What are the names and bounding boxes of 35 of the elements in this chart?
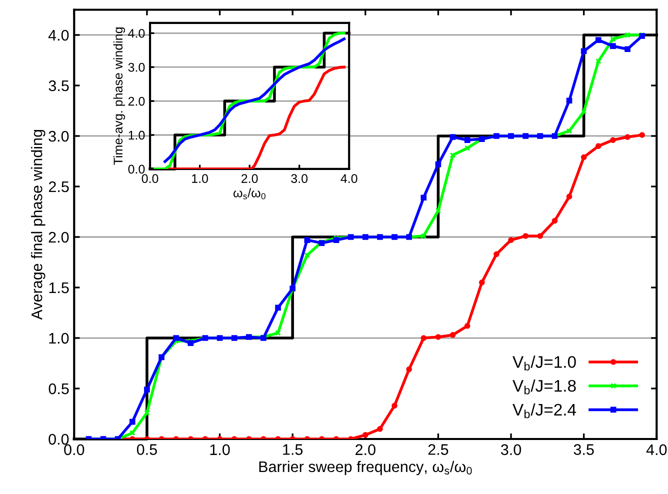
x-tick-label: 3.5 <box>574 444 594 455</box>
y-axis-title: Average final phase winding <box>31 130 46 320</box>
y-axis-title: Time-avg. phase winding <box>113 28 126 165</box>
y-tick-label: 2.5 <box>48 181 69 192</box>
legend-label: V$_{b}$/J=1.8 <box>512 380 576 394</box>
y-tick-label: 3.0 <box>48 130 69 142</box>
y-tick-label: 3.0 <box>128 62 145 72</box>
y-tick-label: 0.0 <box>48 434 69 445</box>
x-tick-label: 2.0 <box>242 174 258 183</box>
y-tick-label: 0.5 <box>48 383 69 394</box>
x-tick-label: 0.0 <box>142 174 158 183</box>
y-tick-label: 1.0 <box>49 332 69 344</box>
y-tick-label: 0.0 <box>128 164 145 174</box>
legend-label: V$_{b}$/J=2.4 <box>512 403 576 418</box>
y-tick-label: 3.5 <box>48 80 69 92</box>
y-tick-label: 1.5 <box>49 282 69 294</box>
x-tick-label: 2.5 <box>428 444 448 455</box>
x-tick-label: 1.5 <box>283 444 303 455</box>
y-tick-label: 1.0 <box>128 130 145 140</box>
y-tick-label: 4.0 <box>48 30 69 41</box>
x-tick-label: 3.0 <box>291 174 308 183</box>
x-tick-label: 4.0 <box>340 174 358 183</box>
x-axis-title: ω$_{s}$/ω$_{0}$ <box>234 188 266 200</box>
x-tick-label: 2.0 <box>356 444 376 456</box>
x-tick-label: 0.0 <box>64 444 84 456</box>
x-tick-label: 4.0 <box>646 444 667 456</box>
x-tick-label: 1.0 <box>210 444 230 456</box>
y-tick-label: 2.0 <box>128 96 145 106</box>
legend-label: V$_{b}$/J=1.0 <box>512 356 576 370</box>
y-tick-label: 2.0 <box>48 232 69 243</box>
x-axis-title: Barrier sweep frequency, ω$_{s}$/ω$_{0}$ <box>259 460 472 476</box>
x-tick-label: 3.0 <box>500 444 522 456</box>
x-tick-label: 1.0 <box>192 174 208 183</box>
y-tick-label: 4.0 <box>128 28 145 38</box>
x-tick-label: 0.5 <box>136 444 157 455</box>
